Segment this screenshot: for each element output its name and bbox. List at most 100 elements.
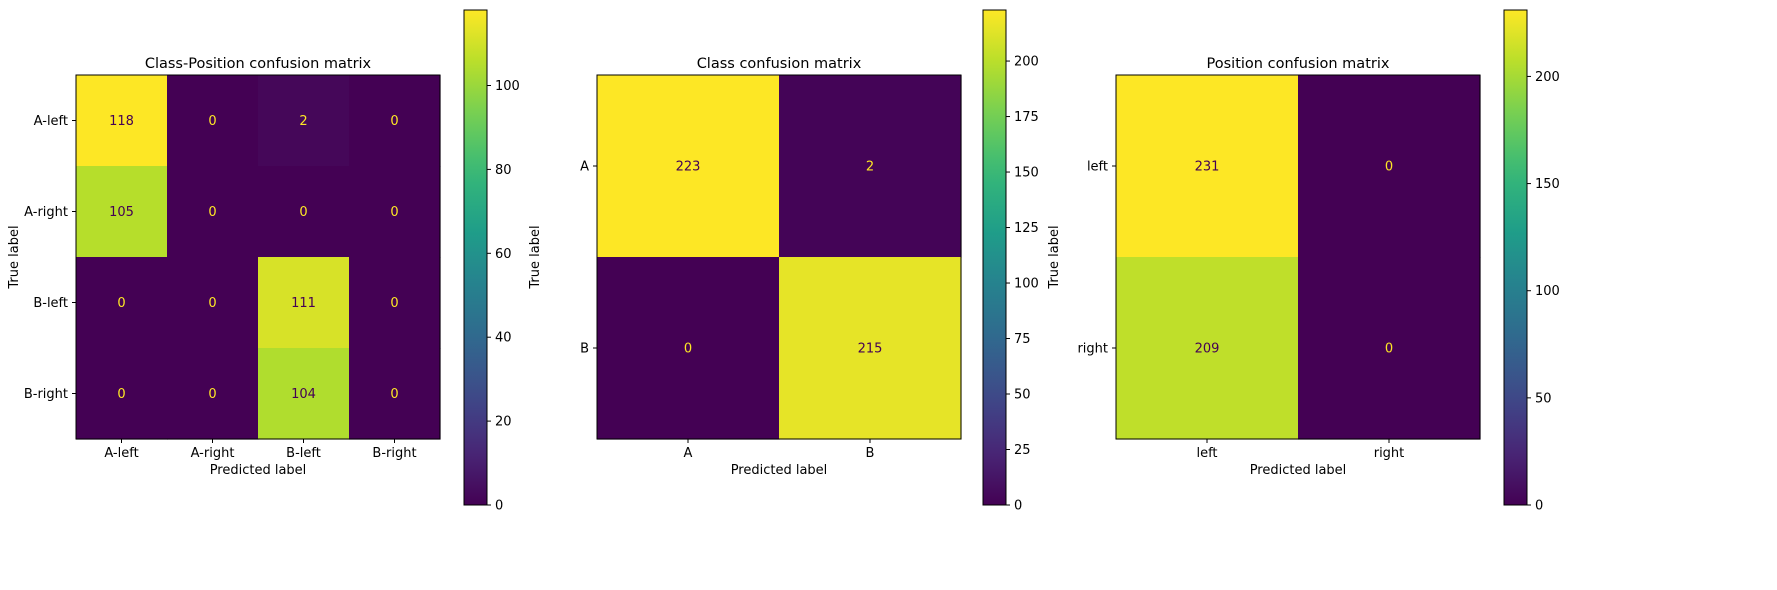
colorbar [1503, 9, 1528, 506]
colorbar-tick-label: 50 [1014, 388, 1031, 403]
cell-value-label: 209 [1195, 342, 1220, 357]
y-tick-label: A [580, 160, 589, 175]
cell-value-label: 0 [208, 114, 216, 129]
colorbar-tick-label: 200 [1535, 70, 1560, 85]
cell-value-label: 104 [291, 387, 316, 402]
cell-value-label: 231 [1195, 160, 1220, 175]
cell-value-label: 0 [390, 205, 398, 220]
y-axis-label: True label [7, 225, 22, 289]
heatmap-cell [597, 257, 780, 440]
heatmap-cell [167, 257, 259, 349]
y-axis-label: True label [1047, 225, 1062, 289]
cell-value-label: 0 [390, 114, 398, 129]
colorbar-tick-label: 0 [1535, 499, 1543, 514]
cell-value-label: 0 [208, 296, 216, 311]
cell-value-label: 0 [299, 205, 307, 220]
cell-value-label: 0 [390, 296, 398, 311]
colorbar-tick-label: 150 [1014, 166, 1039, 181]
colorbar-tick-label: 80 [495, 163, 512, 178]
x-axis-label: Predicted label [210, 463, 307, 478]
axes-frame [75, 74, 441, 440]
chart-title: Position confusion matrix [1207, 56, 1390, 72]
x-tick-label: A [684, 446, 693, 461]
cell-value-label: 2 [866, 160, 874, 175]
colorbar-tick-label: 40 [495, 331, 512, 346]
heatmap-cell [349, 257, 441, 349]
axes-frame [596, 74, 962, 440]
cell-value-label: 0 [684, 342, 692, 357]
cell-value-label: 0 [390, 387, 398, 402]
y-axis-label: True label [528, 225, 543, 289]
x-tick-label: B [866, 446, 875, 461]
y-tick-label: left [1087, 160, 1108, 175]
heatmap-cell [1116, 75, 1299, 258]
x-tick-label: left [1196, 446, 1217, 461]
colorbar-tick-label: 75 [1014, 332, 1031, 347]
heatmap-cell [597, 75, 780, 258]
chart-title: Class confusion matrix [697, 56, 862, 72]
heatmap-cell [1298, 75, 1481, 258]
heatmap-cell [167, 166, 259, 258]
heatmap-cell [167, 348, 259, 440]
chart-title: Class-Position confusion matrix [145, 56, 372, 72]
cell-value-label: 0 [208, 205, 216, 220]
heatmap-cell [779, 75, 962, 258]
x-axis-label: Predicted label [731, 463, 828, 478]
cell-value-label: 0 [117, 387, 125, 402]
heatmap-cell [1298, 257, 1481, 440]
y-tick-label: A-left [34, 114, 68, 129]
cell-value-label: 223 [676, 160, 701, 175]
colorbar-tick-label: 50 [1535, 391, 1552, 406]
cell-value-label: 111 [291, 296, 316, 311]
y-tick-label: B-left [33, 296, 68, 311]
colorbar-tick-label: 20 [495, 415, 512, 430]
cell-value-label: 105 [109, 205, 134, 220]
x-axis-label: Predicted label [1250, 463, 1347, 478]
axes-frame [1115, 74, 1481, 440]
heatmap-cell [258, 75, 350, 167]
heatmap-cell [258, 166, 350, 258]
colorbar-tick-label: 125 [1014, 221, 1039, 236]
colorbar-tick-label: 0 [495, 499, 503, 514]
chart-1: Class confusion matrix 223 2 0 215 A B A B Predic… [528, 9, 1039, 514]
heatmap-cell [349, 75, 441, 167]
colorbar-tick-label: 0 [1014, 499, 1022, 514]
colorbar-tick-label: 150 [1535, 177, 1560, 192]
colorbar-tick-label: 100 [1535, 284, 1560, 299]
x-tick-label: A-left [104, 446, 138, 461]
heatmap-cell [76, 257, 168, 349]
colorbar [463, 9, 488, 506]
x-tick-label: B-left [286, 446, 321, 461]
cell-value-label: 0 [1385, 342, 1393, 357]
cell-value-label: 215 [858, 342, 883, 357]
cell-value-label: 2 [299, 114, 307, 129]
x-tick-label: B-right [372, 446, 416, 461]
heatmap-cell [76, 348, 168, 440]
heatmap-cell [76, 75, 168, 167]
colorbar-tick-label: 200 [1014, 55, 1039, 70]
colorbar-tick-label: 100 [1014, 277, 1039, 292]
cell-value-label: 118 [109, 114, 134, 129]
heatmap-cell [258, 257, 350, 349]
heatmap-cell [349, 348, 441, 440]
cell-value-label: 0 [1385, 160, 1393, 175]
heatmap-cell [76, 166, 168, 258]
cell-value-label: 0 [208, 387, 216, 402]
colorbar-tick-label: 60 [495, 247, 512, 262]
y-tick-label: B [580, 342, 589, 357]
colorbar-tick-label: 175 [1014, 110, 1039, 125]
colorbar [982, 9, 1007, 506]
colorbar-tick-label: 25 [1014, 443, 1031, 458]
heatmap-cell [258, 348, 350, 440]
cell-value-label: 0 [117, 296, 125, 311]
heatmap-cell [779, 257, 962, 440]
chart-2: Position confusion matrix 231 0 209 0 left rig… [1047, 9, 1560, 514]
colorbar-tick-label: 100 [495, 79, 520, 94]
heatmap-cell [349, 166, 441, 258]
heatmap-cell [167, 75, 259, 167]
heatmap-cell [1116, 257, 1299, 440]
y-tick-label: right [1077, 342, 1108, 357]
y-tick-label: B-right [24, 387, 68, 402]
